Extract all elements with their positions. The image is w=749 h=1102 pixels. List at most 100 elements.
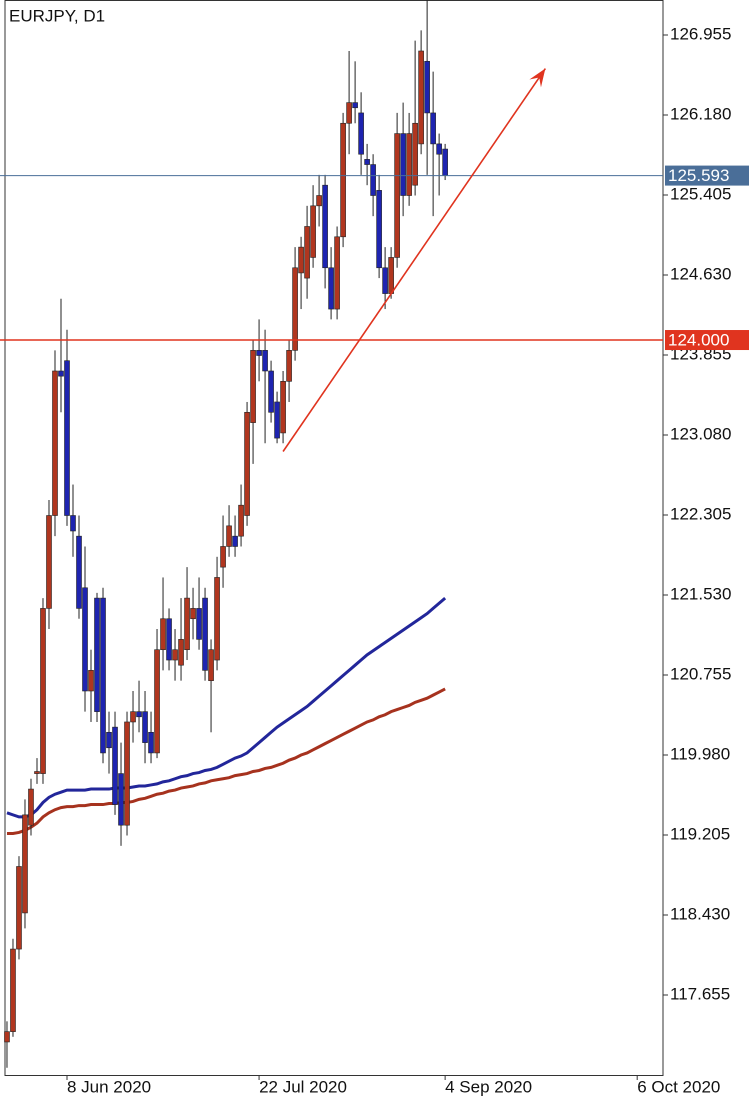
candle-body	[136, 711, 142, 718]
x-tick-label: 8 Jun 2020	[67, 1077, 151, 1096]
candle-body	[16, 866, 22, 950]
candle-body	[70, 515, 76, 532]
candle-body	[148, 731, 154, 754]
candle-body	[304, 226, 310, 279]
candle-body	[274, 401, 280, 439]
candle-body	[34, 771, 40, 774]
candle-body	[292, 267, 298, 351]
plot-frame	[4, 0, 664, 1076]
candle-body	[196, 608, 202, 640]
candle-body	[328, 267, 334, 310]
candle-body	[268, 370, 274, 413]
y-tick-label: 124.630	[670, 264, 731, 283]
candle-body	[52, 370, 58, 516]
candle-body	[352, 102, 358, 109]
candle-body	[286, 350, 292, 382]
candle-body	[382, 267, 388, 294]
candle-body	[190, 608, 196, 620]
candle-body	[256, 350, 262, 356]
price-label-box	[665, 165, 749, 186]
y-tick-label: 118.430	[670, 904, 730, 923]
chart-title: EURJPY, D1	[9, 6, 105, 25]
candle-body	[322, 184, 328, 269]
candle-body	[4, 1031, 10, 1043]
candle-body	[436, 143, 442, 155]
candle-body	[370, 164, 376, 196]
candle-body	[94, 597, 100, 712]
trend-arrow	[282, 68, 547, 452]
candle-body	[238, 504, 244, 537]
candle-body	[442, 148, 448, 176]
candle-body	[208, 649, 214, 681]
candle-body	[226, 525, 232, 547]
candle-body	[118, 773, 124, 826]
price-label-box	[665, 330, 749, 351]
candle-body	[358, 112, 364, 155]
candle-body	[106, 731, 112, 749]
y-tick-label: 119.980	[670, 744, 730, 763]
candle-body	[40, 608, 46, 774]
price-label: 124.000	[668, 331, 729, 350]
candle-body	[76, 535, 82, 609]
candle-body	[58, 370, 64, 377]
candle-body	[430, 112, 436, 145]
moving-average	[6, 687, 446, 835]
candle-body	[406, 133, 412, 196]
y-tick-label: 122.305	[670, 504, 731, 523]
candle-body	[184, 597, 190, 651]
candle-body	[178, 639, 184, 666]
candle-body	[100, 597, 106, 754]
candle-body	[214, 577, 220, 661]
candle-body	[130, 711, 136, 723]
x-tick-label: 4 Sep 2020	[445, 1077, 532, 1096]
candle-body	[22, 814, 28, 914]
candle-body	[418, 50, 424, 145]
candle-body	[280, 381, 286, 434]
candle-body	[154, 649, 160, 754]
candle-body	[64, 360, 70, 516]
y-tick-label: 125.405	[670, 184, 731, 203]
y-tick-label: 121.530	[670, 584, 731, 603]
y-tick-label: 123.080	[670, 424, 731, 443]
candle-body	[334, 236, 340, 310]
candle-body	[46, 515, 52, 609]
candle-body	[160, 618, 166, 651]
candle-body	[142, 711, 148, 743]
candle-body	[388, 257, 394, 294]
y-tick-label: 117.655	[670, 984, 730, 1003]
y-tick-label: 119.205	[670, 824, 730, 843]
arrow-head	[529, 68, 546, 88]
candle-body	[346, 102, 352, 124]
candle-body	[220, 546, 226, 568]
candle-body	[88, 670, 94, 692]
candle-body	[400, 133, 406, 196]
candle-body	[10, 948, 16, 1032]
candle-body	[244, 411, 250, 516]
x-tick-label: 22 Jul 2020	[259, 1077, 347, 1096]
candle-body	[28, 788, 34, 826]
price-label: 125.593	[668, 166, 729, 185]
plot-marks	[4, 0, 448, 1068]
candle-body	[112, 726, 118, 805]
candle-body	[364, 159, 370, 165]
candle-body	[394, 133, 400, 258]
candle-body	[376, 190, 382, 269]
candle-body	[316, 195, 322, 207]
candle-body	[340, 122, 346, 238]
x-tick-label: 6 Oct 2020	[637, 1077, 720, 1096]
candle-body	[202, 597, 208, 671]
y-tick-label: 126.955	[670, 24, 731, 43]
candle-body	[232, 535, 238, 547]
candle-body	[412, 122, 418, 186]
candle-body	[124, 721, 130, 826]
candle-body	[298, 246, 304, 274]
candle-body	[424, 61, 430, 114]
y-tick-label: 126.180	[670, 104, 731, 123]
candle-body	[250, 350, 256, 423]
candle-body	[262, 350, 268, 372]
moving-average	[6, 596, 447, 819]
candle-body	[82, 587, 88, 692]
candle-body	[166, 618, 172, 661]
